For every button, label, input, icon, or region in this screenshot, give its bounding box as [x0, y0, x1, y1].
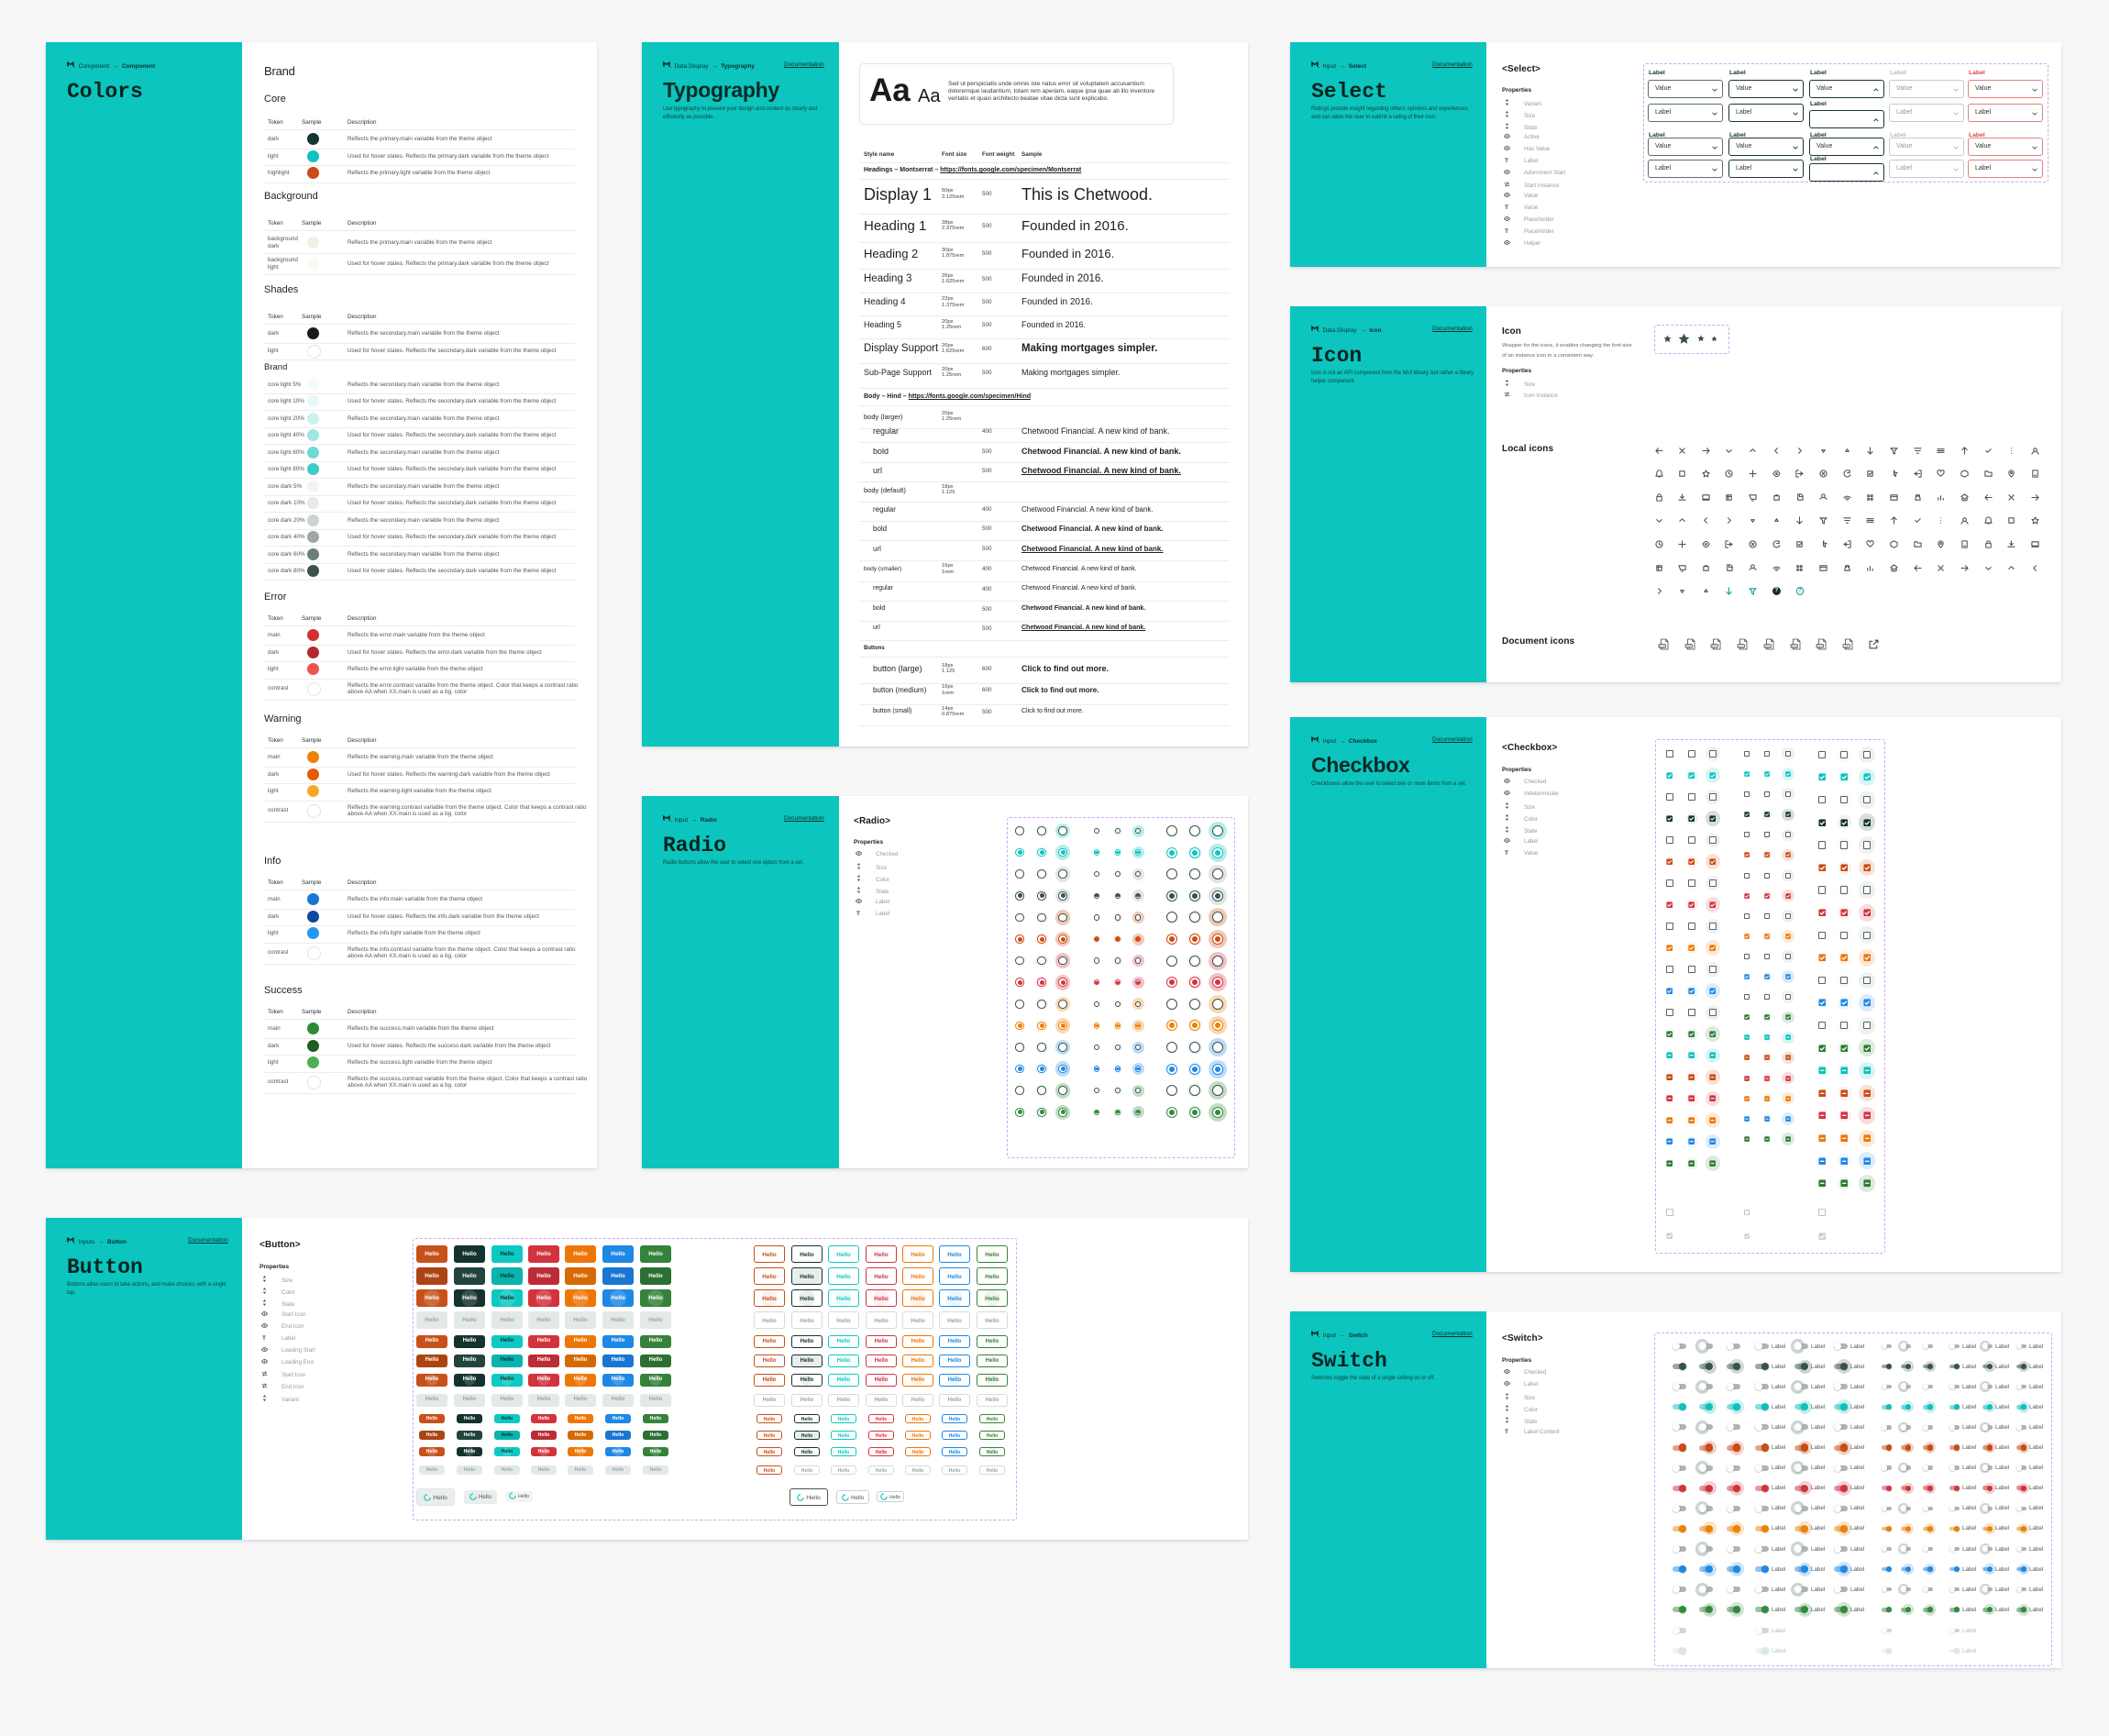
svg-text:PPT: PPT [1712, 645, 1717, 648]
svg-text:JPG: JPG [1765, 645, 1771, 648]
svg-text:DOC: DOC [1659, 645, 1664, 648]
svg-text:ZIP: ZIP [1844, 645, 1849, 648]
svg-text:PNG: PNG [1791, 645, 1797, 648]
svg-text:PDF: PDF [1685, 645, 1691, 648]
svg-text:SVG: SVG [1817, 645, 1824, 648]
svg-text:XLS: XLS [1739, 645, 1744, 648]
